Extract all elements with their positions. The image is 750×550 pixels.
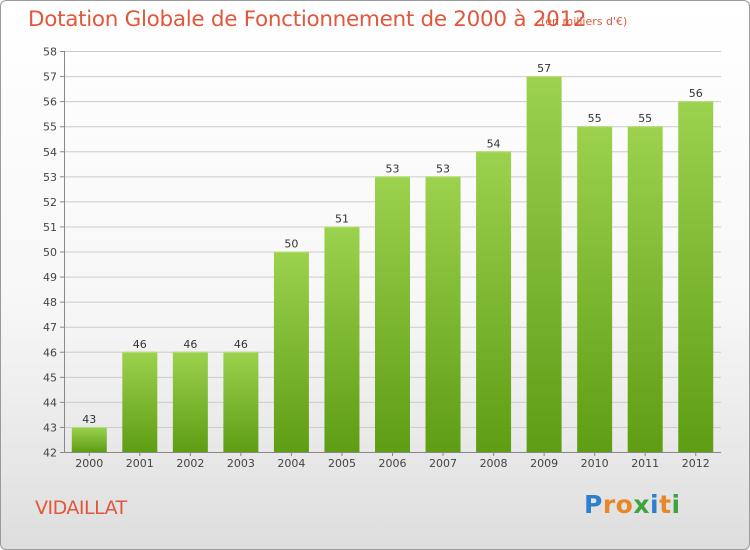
bar [172,351,208,452]
x-tick-label: 2004 [277,457,305,470]
x-tick-label: 2006 [379,457,407,470]
y-tick-label: 57 [43,71,57,84]
y-tick-label: 48 [43,296,57,309]
bar [526,76,562,452]
bar [577,126,613,452]
logo-letter: o [615,490,634,519]
logo-letter: i [650,490,660,519]
logo-letter: P [584,490,603,519]
x-tick-label: 2008 [480,457,508,470]
bar [375,176,410,452]
chart-unit-note: (en milliers d'€) [541,15,628,28]
y-tick-label: 50 [43,246,57,259]
y-tick-label: 47 [43,321,57,334]
commune-name: VIDAILLAT [35,497,127,519]
y-tick-label: 45 [43,371,57,384]
data-label: 55 [588,112,602,125]
data-label: 53 [436,162,450,175]
x-tick-label: 2002 [176,457,204,470]
chart-title: Dotation Globale de Fonctionnement de 20… [28,7,587,32]
data-label: 57 [537,62,551,75]
bar [71,426,107,452]
x-tick-label: 2007 [429,457,457,470]
y-tick-label: 56 [43,96,57,109]
x-tick-label: 2000 [75,457,103,470]
y-tick-label: 51 [43,221,57,234]
y-tick-label: 46 [43,346,57,359]
y-tick-label: 43 [43,421,57,434]
data-label: 50 [284,238,298,251]
x-tick-label: 2012 [682,457,710,470]
data-label: 56 [689,87,703,100]
bar [425,176,461,452]
bar [476,151,512,452]
data-label: 46 [133,338,147,351]
data-label: 54 [487,137,501,150]
data-label: 53 [386,162,400,175]
data-label: 43 [82,413,96,426]
data-label: 46 [234,338,248,351]
data-label: 55 [638,112,652,125]
y-tick-label: 49 [43,271,57,284]
data-label: 51 [335,212,349,225]
y-tick-label: 42 [43,447,57,460]
logo-letter: r [602,490,616,519]
bar [273,251,309,452]
bar [324,226,360,452]
bar [627,126,663,452]
y-tick-label: 53 [43,171,57,184]
bar [223,351,259,452]
y-tick-label: 55 [43,121,57,134]
x-tick-label: 2009 [530,457,558,470]
x-tick-label: 2003 [227,457,255,470]
proxiti-logo: Proxiti [584,490,681,519]
bar [122,351,158,452]
x-tick-label: 2001 [126,457,154,470]
logo-letter: t [659,490,672,519]
y-tick-label: 44 [43,396,57,409]
y-tick-label: 52 [43,196,57,209]
bar [678,101,714,452]
y-tick-label: 58 [43,46,57,59]
y-tick-label: 54 [43,146,57,159]
x-tick-label: 2010 [581,457,609,470]
x-tick-label: 2005 [328,457,356,470]
logo-letter: x [633,490,650,519]
logo-letter: i [671,490,681,519]
data-label: 46 [183,338,197,351]
x-tick-label: 2011 [631,457,659,470]
